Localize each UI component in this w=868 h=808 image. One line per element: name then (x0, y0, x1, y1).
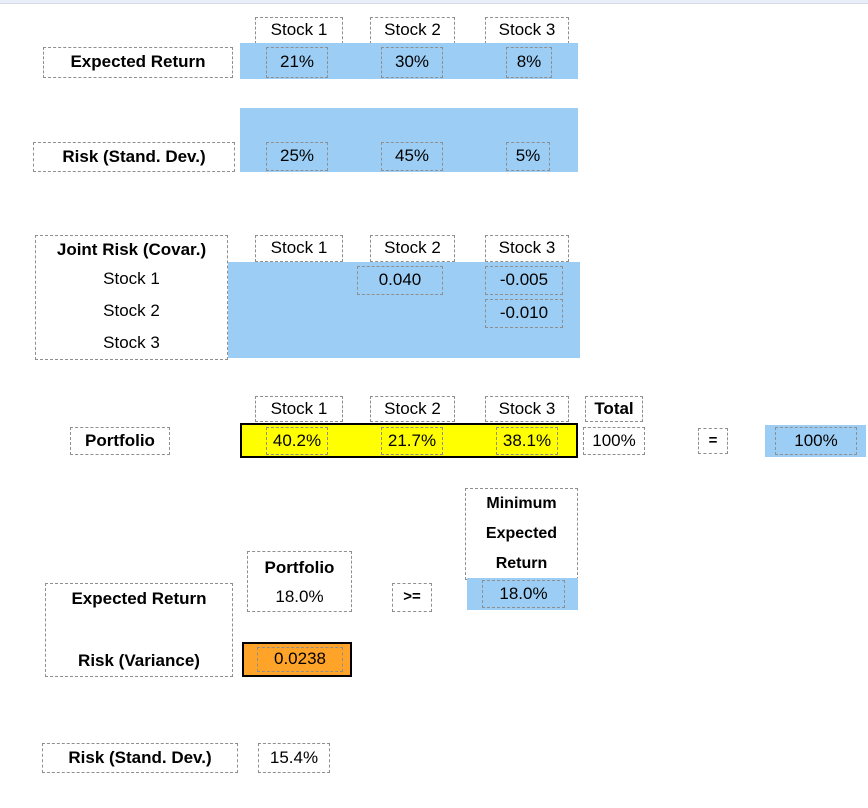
expected-return-stock3-cell[interactable]: 8% (506, 47, 552, 78)
risk-stddev-highlight-band (240, 108, 578, 172)
covariance-s1-s2-cell[interactable]: 0.040 (357, 266, 443, 295)
minimum-expected-return-cell[interactable]: 18.0% (482, 580, 565, 608)
portfolio-target-total-highlight (765, 425, 866, 457)
portfolio-col-header-stock1: Stock 1 (255, 396, 343, 422)
portfolio-target-total-cell[interactable]: 100% (775, 427, 857, 455)
returns-col-header-stock3: Stock 3 (485, 17, 569, 44)
covariance-s2-s3-cell[interactable]: -0.010 (485, 299, 563, 328)
portfolio-weight-stock2-cell[interactable]: 21.7% (381, 427, 443, 455)
risk-stddev-stock3-cell[interactable]: 5% (506, 142, 550, 171)
covariance-title: Joint Risk (Covar.) (56, 239, 207, 259)
window-edge-strip (0, 0, 868, 4)
portfolio-equals-operator: = (698, 428, 728, 454)
risk-variance-label: Risk (Variance) (78, 650, 200, 670)
risk-stddev-stock1-cell[interactable]: 25% (266, 142, 328, 171)
constraint-portfolio-header: Portfolio (264, 557, 335, 577)
expected-return-stock1-cell[interactable]: 21% (266, 47, 328, 78)
expected-return-label: Expected Return (43, 47, 233, 78)
minimum-expected-return-header: Minimum Expected Return (465, 488, 578, 580)
minimum-expected-return-highlight (467, 578, 578, 610)
covariance-s1-s3-cell[interactable]: -0.005 (485, 266, 563, 295)
covariance-col-header-stock1: Stock 1 (255, 235, 343, 262)
portfolio-total-cell[interactable]: 100% (583, 427, 645, 455)
risk-variance-cell[interactable]: 0.0238 (257, 647, 343, 672)
returns-col-header-stock2: Stock 2 (370, 17, 455, 44)
portfolio-weight-stock1-cell[interactable]: 40.2% (266, 427, 328, 455)
minimum-header-line1: Minimum (486, 495, 557, 512)
covariance-col-header-stock3: Stock 3 (485, 235, 569, 262)
constraint-labels-block: Expected Return Risk (Variance) (45, 583, 233, 677)
expected-return-stock2-cell[interactable]: 30% (381, 47, 443, 78)
portfolio-col-header-stock3: Stock 3 (485, 396, 569, 422)
covariance-row-label-stock3: Stock 3 (103, 332, 160, 352)
risk-stddev-label: Risk (Stand. Dev.) (33, 142, 235, 172)
covariance-label-block: Joint Risk (Covar.) Stock 1 Stock 2 Stoc… (35, 235, 228, 360)
portfolio-weights-changing-cells (240, 423, 578, 458)
result-risk-stddev-label: Risk (Stand. Dev.) (42, 743, 238, 773)
portfolio-total-header: Total (585, 396, 643, 422)
minimum-header-line2: Expected (485, 525, 558, 542)
covariance-row-label-stock1: Stock 1 (103, 269, 160, 289)
minimum-header-line3: Return (495, 555, 548, 572)
result-risk-stddev-cell[interactable]: 15.4% (258, 743, 330, 773)
portfolio-expected-return-block: Portfolio 18.0% (247, 551, 352, 612)
gte-operator: >= (392, 583, 432, 612)
covariance-row-label-stock2: Stock 2 (103, 301, 160, 321)
covariance-col-header-stock2: Stock 2 (370, 235, 455, 262)
portfolio-label: Portfolio (70, 427, 170, 455)
covariance-highlight-band (228, 262, 580, 358)
expected-return-highlight-band (240, 43, 578, 79)
portfolio-expected-return-cell[interactable]: 18.0% (275, 586, 324, 606)
portfolio-col-header-stock2: Stock 2 (370, 396, 455, 422)
risk-stddev-stock2-cell[interactable]: 45% (381, 142, 443, 171)
returns-col-header-stock1: Stock 1 (255, 17, 343, 44)
constraint-expected-return-label: Expected Return (71, 588, 207, 608)
portfolio-weight-stock3-cell[interactable]: 38.1% (496, 427, 558, 455)
